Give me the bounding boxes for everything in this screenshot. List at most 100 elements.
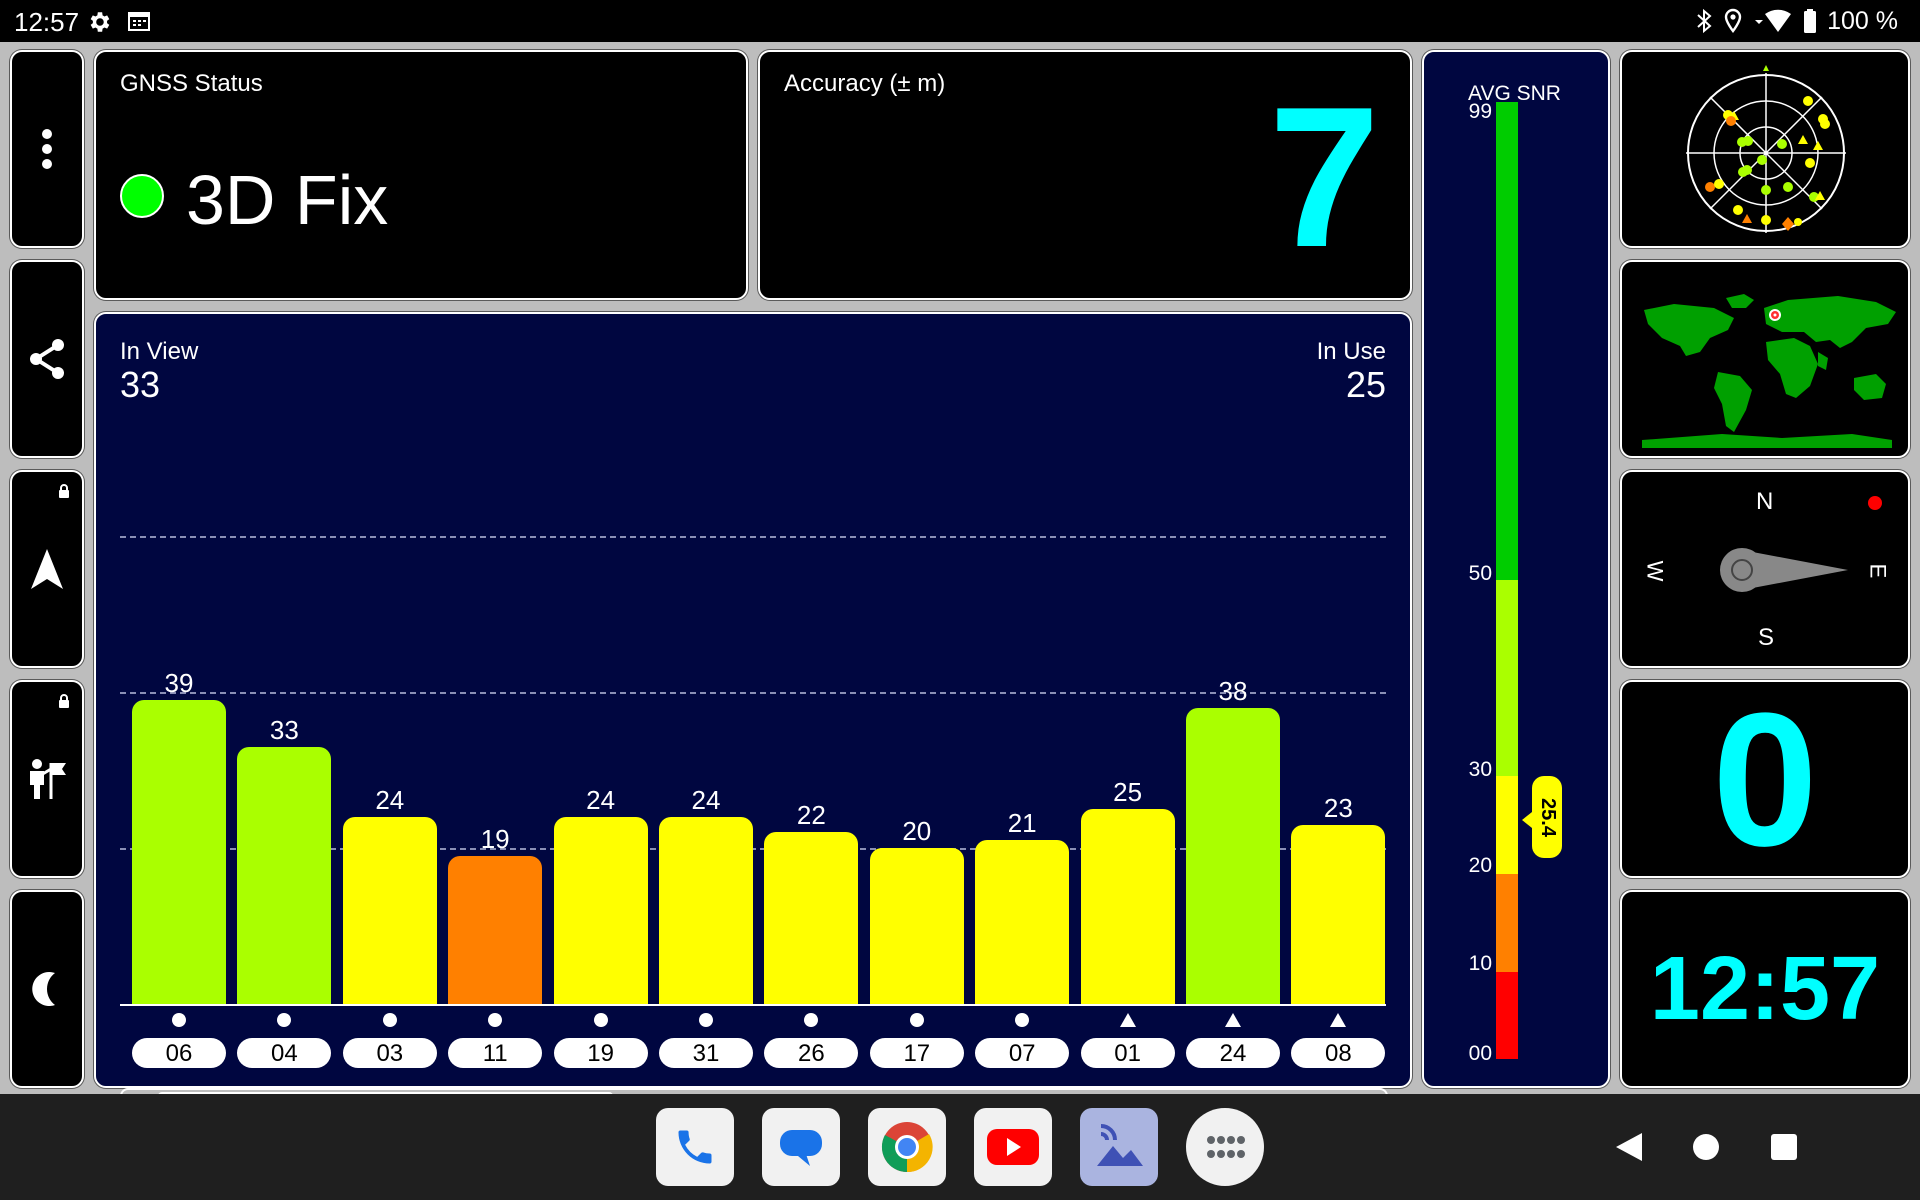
snr-tick-label: 10 <box>1468 952 1492 975</box>
satellite-id-label[interactable]: 06 <box>132 1038 226 1068</box>
snr-bar <box>659 816 753 1004</box>
snr-tick-label: 99 <box>1468 100 1492 123</box>
circle-marker-icon <box>342 1012 438 1033</box>
satellite-chart-tile[interactable]: In View 33 In Use 25 39 06 33 04 24 03 19 11 24 1… <box>94 312 1414 1104</box>
satellite-id-label[interactable]: 03 <box>342 1038 437 1068</box>
snr-value-label: 22 <box>796 800 826 831</box>
youtube-app-icon[interactable] <box>974 1108 1052 1186</box>
clock-tile[interactable]: 12:57 <box>1620 890 1910 1088</box>
snr-tick-label: 30 <box>1468 758 1492 781</box>
chrome-icon <box>881 1122 933 1173</box>
gnss-status-label: GNSS Status <box>120 70 263 97</box>
snr-band-green <box>1496 102 1518 580</box>
snr-value-label: 24 <box>691 784 721 815</box>
snr-band-yellow <box>1496 776 1518 874</box>
snr-bar <box>448 855 543 1004</box>
circle-marker-icon <box>131 1012 227 1033</box>
world-map-tile[interactable] <box>1620 260 1910 458</box>
compass-needle-icon <box>1720 548 1848 592</box>
snr-bar <box>975 840 1070 1004</box>
navigation-button[interactable] <box>10 470 84 668</box>
accuracy-tile[interactable]: Accuracy (± m) 7 <box>758 50 1412 300</box>
snr-value-label: 39 <box>164 667 194 698</box>
in-use-label: In Use <box>1316 338 1386 365</box>
more-menu-button[interactable] <box>10 50 84 248</box>
satellite-id-label[interactable]: 07 <box>975 1038 1070 1068</box>
accuracy-label: Accuracy (± m) <box>784 70 946 97</box>
fix-indicator <box>120 174 164 218</box>
sky-plot-tile[interactable] <box>1620 50 1910 248</box>
satellite-id-label[interactable]: 01 <box>1080 1038 1175 1068</box>
app-area: GNSS Status 3D Fix Accuracy (± m) 7 In V… <box>0 42 1920 1104</box>
circle-marker-icon <box>763 1012 859 1033</box>
messages-app-icon[interactable] <box>762 1108 840 1186</box>
chrome-app-icon[interactable] <box>868 1108 946 1186</box>
snr-value-label: 25 <box>1113 777 1143 807</box>
more-vert-icon <box>42 129 52 169</box>
recents-button[interactable] <box>1770 1133 1798 1161</box>
sky-plot <box>1686 65 1846 233</box>
circle-marker-icon <box>869 1012 965 1033</box>
snr-tick-label: 50 <box>1468 562 1492 585</box>
accuracy-value: 7 <box>1268 66 1380 289</box>
recording-dot <box>1868 496 1882 510</box>
navigation-bar <box>0 1094 1920 1200</box>
location-icon <box>1724 8 1742 33</box>
status-bar: 12:57 100 % <box>0 0 1920 42</box>
snr-tick-label: 00 <box>1468 1042 1492 1065</box>
snr-value-label: 19 <box>480 823 510 854</box>
phone-app-icon[interactable] <box>656 1108 734 1186</box>
night-mode-button[interactable] <box>10 890 84 1088</box>
gallery-app-icon[interactable] <box>1080 1108 1158 1186</box>
status-time: 12:57 <box>14 7 80 37</box>
home-button[interactable] <box>1692 1133 1720 1161</box>
circle-marker-icon <box>447 1012 543 1033</box>
snr-bar-chart: 39 06 33 04 24 03 19 11 24 19 24 31 22 26 20 17 21 07 25 01… <box>96 314 1414 1090</box>
bluetooth-icon <box>1697 8 1712 34</box>
snr-tick-label: 20 <box>1468 854 1492 877</box>
fix-status-value: 3D Fix <box>186 161 389 239</box>
snr-value-label: 38 <box>1218 675 1248 706</box>
snr-bar <box>1186 707 1280 1004</box>
status-icons: 100 % <box>1695 6 1898 36</box>
grid-line <box>120 536 1386 538</box>
gnss-status-tile[interactable]: GNSS Status 3D Fix <box>94 50 748 300</box>
world-map <box>1642 294 1896 448</box>
app-drawer-icon[interactable] <box>1186 1108 1264 1186</box>
snr-bar <box>237 746 332 1004</box>
satellite-id-label[interactable]: 04 <box>237 1038 332 1068</box>
avg-snr-badge: 25.4 <box>1532 776 1562 858</box>
lock-icon <box>59 694 69 708</box>
satellite-id-label[interactable]: 17 <box>869 1038 964 1068</box>
snr-value-label: 20 <box>902 816 932 846</box>
messages-icon <box>780 1130 822 1166</box>
snr-band-red <box>1496 972 1518 1059</box>
in-use-count: 25 <box>1345 364 1386 405</box>
grid-line <box>120 848 1386 850</box>
satellite-id-label[interactable]: 31 <box>659 1038 753 1068</box>
circle-marker-icon <box>236 1012 332 1033</box>
satellite-id-label[interactable]: 11 <box>448 1038 543 1068</box>
snr-bar <box>1080 809 1175 1004</box>
circle-marker-icon <box>974 1012 1070 1033</box>
hiker-button[interactable] <box>10 680 84 878</box>
share-button[interactable] <box>10 260 84 458</box>
compass-tile[interactable]: N S E W <box>1620 470 1910 668</box>
gear-icon <box>90 12 110 32</box>
snr-bar <box>764 832 859 1004</box>
triangle-marker-icon <box>1290 1012 1386 1033</box>
snr-band-orange <box>1496 874 1518 972</box>
satellite-id-label[interactable]: 08 <box>1291 1038 1386 1068</box>
satellite-id-label[interactable]: 24 <box>1186 1038 1280 1068</box>
phone-icon <box>678 1130 712 1164</box>
battery-percent: 100 % <box>1827 6 1898 35</box>
speed-value: 0 <box>1712 674 1818 886</box>
speed-tile[interactable]: 0 <box>1620 680 1910 878</box>
back-button[interactable] <box>1614 1131 1644 1163</box>
calendar-icon <box>128 12 150 31</box>
satellite-id-label[interactable]: 26 <box>764 1038 859 1068</box>
clock-value: 12:57 <box>1649 939 1881 1039</box>
triangle-marker-icon <box>1185 1012 1281 1033</box>
satellite-id-label[interactable]: 19 <box>553 1038 648 1068</box>
snr-value-label: 24 <box>586 784 616 815</box>
